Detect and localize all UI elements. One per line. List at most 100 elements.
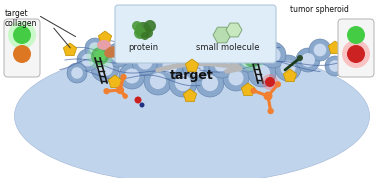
Circle shape [247,35,269,57]
Polygon shape [213,27,231,43]
Circle shape [347,45,365,63]
Polygon shape [64,43,77,56]
Circle shape [89,42,101,54]
Circle shape [119,63,145,89]
Circle shape [228,70,243,86]
Circle shape [138,54,153,70]
Circle shape [275,55,301,81]
Circle shape [263,91,273,101]
Circle shape [280,61,296,75]
Polygon shape [108,75,122,88]
Circle shape [122,93,128,99]
FancyBboxPatch shape [4,19,40,77]
Circle shape [139,103,144,108]
FancyArrowPatch shape [158,59,240,71]
Circle shape [239,45,265,71]
Circle shape [163,58,178,74]
Circle shape [198,47,212,61]
Polygon shape [284,69,297,82]
Circle shape [235,28,255,48]
Circle shape [223,65,249,91]
Circle shape [223,42,237,56]
Circle shape [200,28,220,48]
Polygon shape [148,46,162,59]
Circle shape [13,26,31,44]
Polygon shape [183,89,197,102]
Circle shape [116,86,124,94]
Polygon shape [98,31,112,44]
Circle shape [236,48,260,72]
Polygon shape [328,41,342,54]
Circle shape [91,54,119,82]
Circle shape [132,21,142,31]
Text: small molecule: small molecule [196,43,260,51]
Circle shape [175,75,191,91]
Circle shape [260,42,286,68]
Circle shape [342,40,370,68]
Ellipse shape [104,46,120,58]
Circle shape [94,50,106,62]
Circle shape [111,48,125,62]
Circle shape [297,55,303,61]
Circle shape [91,47,109,65]
Text: protein: protein [128,43,158,51]
Circle shape [329,60,341,72]
Circle shape [160,28,180,48]
Circle shape [124,69,139,83]
Ellipse shape [249,40,263,50]
Circle shape [144,67,172,95]
Circle shape [97,60,113,76]
Circle shape [134,27,146,39]
Circle shape [67,63,87,83]
Circle shape [13,45,31,63]
Circle shape [243,49,261,67]
Circle shape [193,42,217,66]
Circle shape [119,34,141,56]
Circle shape [275,81,281,87]
Circle shape [214,57,229,73]
Polygon shape [185,59,199,72]
FancyBboxPatch shape [115,5,276,63]
Text: collagen: collagen [5,19,37,27]
Circle shape [241,53,255,67]
Circle shape [309,39,331,61]
Circle shape [314,44,326,56]
Circle shape [106,43,130,67]
Circle shape [202,75,218,91]
Circle shape [77,49,99,71]
Circle shape [265,48,280,62]
Circle shape [252,40,264,52]
Text: tumor spheroid: tumor spheroid [290,6,349,14]
Circle shape [246,52,258,64]
Text: target: target [170,69,214,82]
Polygon shape [226,23,242,37]
Circle shape [157,53,183,79]
Circle shape [85,38,105,58]
Circle shape [248,59,276,87]
Ellipse shape [255,46,271,58]
Circle shape [135,22,151,38]
Circle shape [135,96,141,103]
Circle shape [143,28,153,38]
FancyBboxPatch shape [338,19,374,77]
Circle shape [196,69,224,97]
Circle shape [141,32,149,40]
Circle shape [168,42,192,66]
Circle shape [262,74,278,90]
Circle shape [144,20,156,32]
Circle shape [301,53,315,67]
Circle shape [120,74,127,80]
Circle shape [183,55,209,81]
Circle shape [143,39,167,63]
Circle shape [148,44,162,58]
Circle shape [132,49,158,75]
Circle shape [204,32,216,44]
Circle shape [87,43,113,69]
Ellipse shape [97,40,111,50]
Circle shape [325,56,345,76]
Circle shape [71,67,83,79]
Circle shape [150,73,166,89]
Circle shape [296,48,320,72]
Circle shape [254,65,270,81]
Circle shape [251,88,257,94]
